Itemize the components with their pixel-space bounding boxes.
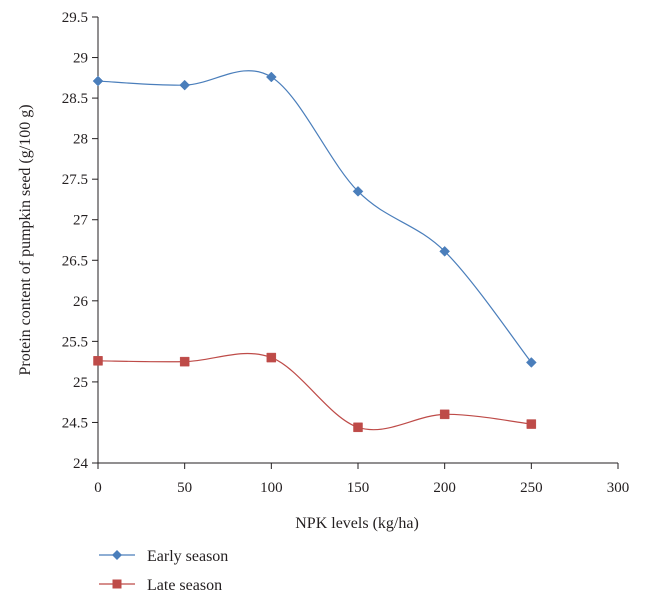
data-point-late-season (93, 356, 103, 366)
data-point-early-season (352, 185, 364, 197)
x-tick-label: 300 (607, 480, 630, 496)
y-tick-label: 25.5 (62, 334, 88, 350)
y-tick-label: 28.5 (62, 91, 88, 107)
y-tick-label: 25 (73, 375, 88, 391)
y-tick-label: 29.5 (62, 10, 88, 26)
legend-marker-early-season (112, 550, 122, 560)
tick-labels: 24 24.5 25 25.5 26 26.5 27 27.5 28 28.5 29 29.5 0 50 1… (62, 10, 630, 496)
data-point-late-season (353, 422, 363, 433)
data-point-early-season (179, 79, 191, 91)
legend-marker-late-season (112, 579, 122, 589)
x-axis-title: NPK levels (kg/ha) (295, 515, 419, 532)
x-tick-label: 50 (177, 480, 192, 496)
y-tick-label: 26 (73, 294, 89, 310)
y-tick-label: 27.5 (62, 172, 88, 188)
data-point-early-season (265, 71, 277, 83)
y-tick-label: 26.5 (62, 253, 88, 269)
data-point-early-season (92, 75, 104, 87)
y-axis-title: Protein content of pumpkin seed (g/100 g… (17, 104, 34, 375)
data-markers (92, 71, 537, 433)
y-tick-label: 28 (73, 132, 88, 148)
legend-label-late-season: Late season (147, 577, 222, 594)
series-line-early-season (97, 70, 532, 363)
x-tick-label: 150 (347, 480, 370, 496)
legend-item-late-season: Late season (99, 577, 222, 594)
legend: Early season Late season (99, 548, 228, 594)
y-tick-label: 29 (73, 51, 88, 67)
x-tick-label: 100 (260, 480, 283, 496)
data-point-late-season (266, 352, 277, 363)
x-tick-label: 200 (433, 480, 456, 496)
y-tick-label: 24.5 (62, 415, 88, 431)
x-tick-label: 250 (520, 480, 543, 496)
data-point-early-season (439, 245, 451, 257)
series-line-late-season (97, 352, 532, 431)
x-tick-label: 0 (94, 480, 102, 496)
data-point-late-season (179, 356, 190, 367)
legend-item-early-season: Early season (99, 548, 228, 565)
data-point-late-season (439, 409, 450, 420)
y-tick-label: 24 (73, 456, 89, 472)
data-point-early-season (525, 357, 537, 368)
legend-label-early-season: Early season (147, 548, 228, 565)
data-point-late-season (526, 419, 537, 429)
axes (92, 16, 619, 469)
series-lines (97, 70, 532, 431)
y-tick-label: 27 (73, 213, 89, 229)
